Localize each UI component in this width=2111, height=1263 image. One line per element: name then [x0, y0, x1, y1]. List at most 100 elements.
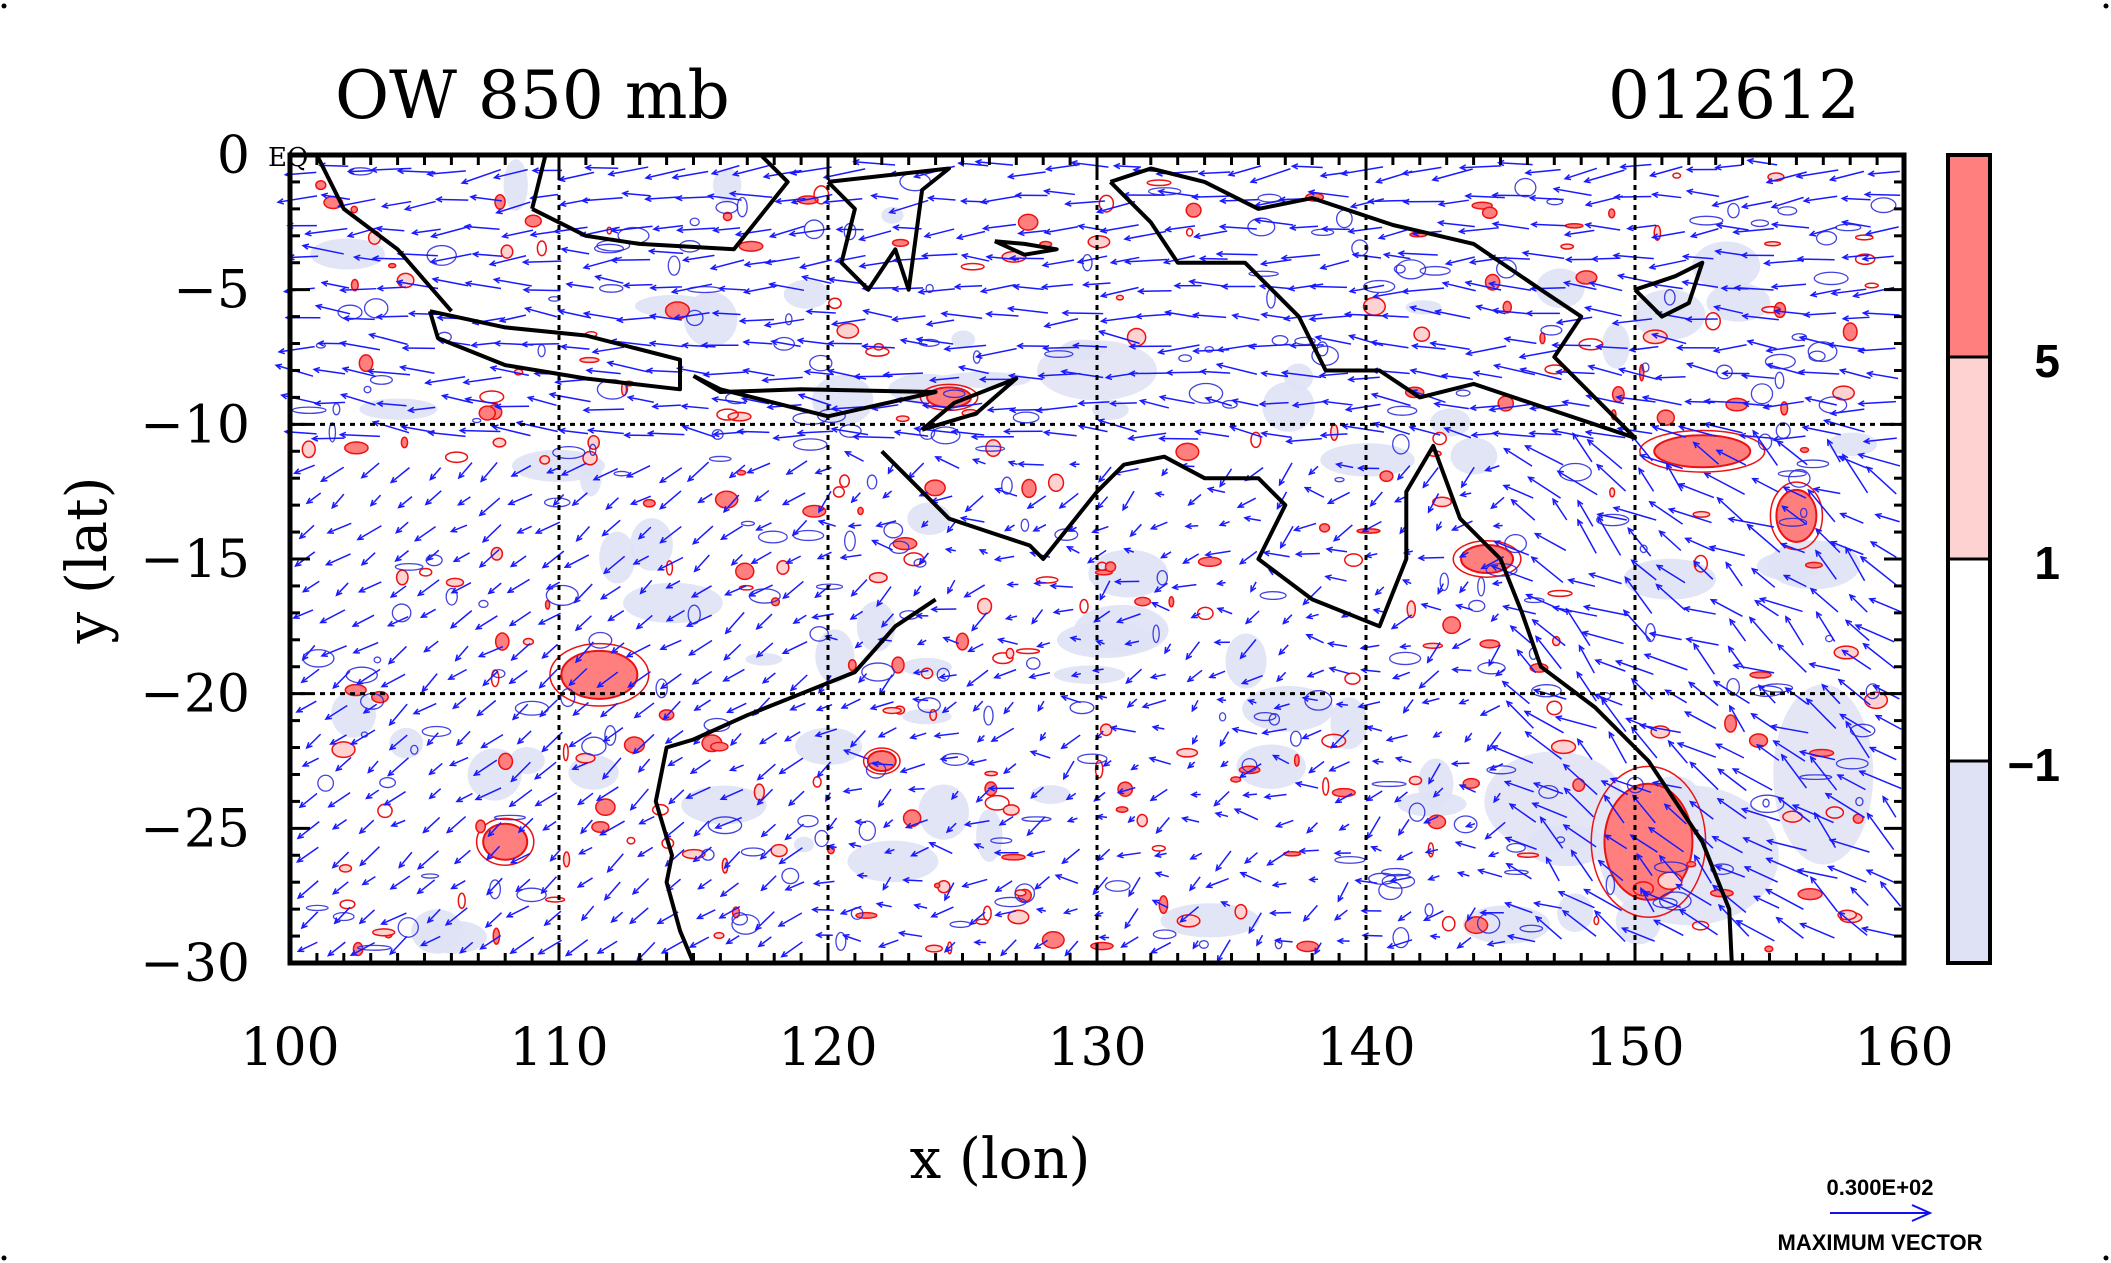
wind-vector: [851, 433, 895, 441]
wind-vector-shaft: [1838, 911, 1868, 936]
wind-vector: [1191, 699, 1199, 713]
wind-vector-head: [1658, 854, 1666, 862]
wind-vector-head: [298, 532, 306, 540]
wind-vector-shaft: [405, 200, 436, 211]
wind-vector-head: [1459, 490, 1467, 498]
wind-vector: [920, 520, 929, 528]
wind-vector-head: [1587, 364, 1595, 371]
wind-vector-shaft: [1154, 582, 1168, 593]
wind-vector: [789, 702, 806, 711]
wind-vector: [1503, 780, 1534, 793]
wind-vector-shaft: [1687, 190, 1720, 198]
wind-vector-head: [967, 646, 975, 653]
wind-vector-head: [521, 258, 530, 266]
wind-vector: [629, 907, 649, 925]
wind-vector: [1397, 250, 1438, 257]
wind-vector: [1432, 731, 1443, 738]
wind-vector-head: [1125, 677, 1133, 685]
wind-vector-shaft: [1728, 518, 1775, 528]
wind-vector-shaft: [630, 788, 649, 811]
wind-vector: [623, 431, 653, 439]
wind-vector: [877, 939, 899, 949]
wind-vector: [849, 730, 866, 748]
wind-vector: [371, 420, 410, 434]
wind-vector-shaft: [1623, 609, 1652, 642]
wind-vector-head: [1805, 697, 1813, 706]
positive-ow-blob: [1825, 806, 1845, 819]
positive-ow-blob: [1560, 243, 1575, 250]
wind-vector: [635, 614, 653, 630]
wind-vector-head: [957, 364, 966, 372]
wind-vector-head: [891, 285, 900, 293]
wind-vector: [1826, 341, 1866, 351]
wind-vector-head: [891, 224, 900, 231]
wind-vector-head: [772, 434, 780, 442]
wind-vector-head: [688, 941, 697, 948]
wind-vector-shaft: [1781, 543, 1805, 554]
wind-vector: [764, 256, 800, 266]
wind-vector-shaft: [786, 555, 802, 564]
wind-vector: [1280, 253, 1321, 262]
wind-vector-head: [1781, 505, 1789, 513]
wind-vector-head: [1189, 884, 1196, 892]
negative-ow-contour: [1188, 382, 1224, 404]
wind-vector-head: [1488, 659, 1495, 667]
wind-vector-shaft: [693, 846, 712, 862]
wind-vector-head: [1814, 549, 1822, 557]
wind-vector-head: [911, 696, 920, 703]
wind-vector: [1857, 452, 1901, 467]
wind-vector-shaft: [1803, 426, 1841, 436]
wind-vector-shaft: [326, 553, 351, 566]
wind-vector-head: [981, 224, 990, 232]
wind-vector-head: [1026, 502, 1035, 509]
wind-vector: [1227, 165, 1262, 177]
wind-vector-shaft: [844, 749, 869, 760]
wind-vector-shaft: [859, 230, 892, 241]
wind-vector-head: [1215, 579, 1224, 587]
positive-ow-blob: [562, 851, 571, 868]
wind-vector: [488, 255, 527, 267]
wind-vector: [1109, 256, 1140, 265]
wind-vector-head: [1328, 666, 1336, 673]
wind-vector-head: [452, 702, 460, 710]
wind-vector: [1388, 876, 1412, 884]
wind-vector: [1308, 876, 1319, 883]
wind-vector: [508, 611, 532, 627]
wind-vector: [772, 434, 806, 442]
wind-vector: [1763, 259, 1805, 267]
wind-vector: [479, 934, 502, 950]
wind-vector-shaft: [584, 312, 620, 320]
wind-vector-head: [541, 561, 550, 569]
wind-vector: [1064, 200, 1105, 207]
wind-vector: [388, 734, 408, 751]
wind-vector: [1651, 425, 1687, 438]
wind-vector-head: [1530, 556, 1538, 563]
wind-vector-head: [1244, 617, 1253, 625]
wind-vector-shaft: [1282, 371, 1322, 379]
wind-vector-head: [1294, 781, 1303, 788]
wind-vector: [659, 639, 682, 651]
chart-title: OW 850 mb: [335, 57, 730, 134]
wind-vector-head: [730, 558, 738, 566]
wind-vector: [1841, 649, 1872, 671]
wind-vector-shaft: [1875, 513, 1900, 523]
wind-vector-head: [1437, 200, 1446, 208]
wind-vector: [375, 225, 405, 233]
wind-vector-head: [1664, 689, 1672, 696]
wind-vector-head: [506, 586, 515, 594]
wind-vector-head: [944, 546, 953, 554]
wind-vector-head: [1231, 312, 1239, 320]
wind-vector-head: [1531, 802, 1539, 809]
wind-vector-head: [1861, 255, 1869, 262]
wind-vector-head: [777, 920, 786, 927]
wind-vector: [1678, 908, 1718, 936]
wind-vector-shaft: [1485, 465, 1500, 472]
wind-vector: [728, 190, 773, 199]
wind-vector-head: [582, 406, 590, 414]
wind-vector: [662, 700, 681, 721]
wind-vector: [594, 274, 624, 284]
positive-ow-blob: [1007, 909, 1030, 925]
negative-ow-contour: [1815, 230, 1838, 246]
wind-vector: [1630, 677, 1654, 700]
wind-vector-shaft: [1150, 788, 1168, 801]
